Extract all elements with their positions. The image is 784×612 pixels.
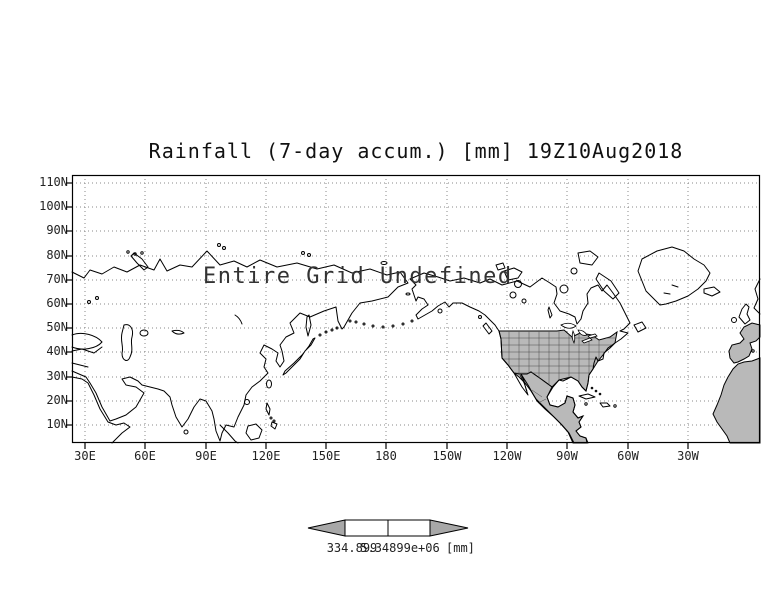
y-axis-tick-label: 90N: [46, 223, 68, 237]
y-axis-tick-label: 50N: [46, 320, 68, 334]
y-axis-tick-label: 60N: [46, 296, 68, 310]
x-axis-tick-label: 150W: [432, 449, 462, 463]
colorbar-left-arrow-icon: [307, 519, 346, 537]
world-map-plot: [66, 174, 761, 449]
plot-border: [71, 174, 761, 444]
great-lakes: [560, 322, 598, 345]
x-axis-tick-label: 120W: [492, 449, 522, 463]
y-axis-tick-label: 110N: [39, 175, 68, 189]
x-axis-tick-label: 60E: [134, 449, 156, 463]
y-axis-tick-label: 70N: [46, 272, 68, 286]
shaded-land-regions: [498, 322, 761, 444]
y-axis-tick-label: 80N: [46, 248, 68, 262]
y-axis-tick-label: 40N: [46, 344, 68, 358]
y-axis-tick-label: 20N: [46, 393, 68, 407]
undefined-grid-message: Entire Grid Undefined: [203, 264, 513, 289]
colorbar-right-arrow-icon: [429, 519, 469, 537]
iberia-shaded-region: [728, 322, 761, 364]
x-axis-tick-label: 30W: [677, 449, 699, 463]
colorbar-units-label: [mm]: [446, 541, 475, 555]
x-axis-tick-label: 90E: [195, 449, 217, 463]
x-axis-tick-label: 30E: [74, 449, 96, 463]
x-axis-tick-label: 120E: [251, 449, 281, 463]
x-axis-tick-label: 90W: [556, 449, 578, 463]
y-axis-tick-label: 100N: [39, 199, 68, 213]
x-axis-tick-label: 60W: [617, 449, 639, 463]
coastlines: [71, 243, 761, 444]
map-gridlines: [72, 175, 760, 443]
axis-tick-marks: [66, 182, 689, 449]
y-axis-tick-label: 30N: [46, 369, 68, 383]
plot-title: Rainfall (7-day accum.) [mm] 19Z10Aug201…: [148, 139, 684, 163]
colorbar-tick-label-left: 334.899: [326, 541, 378, 555]
colorbar: [307, 519, 469, 537]
x-axis-tick-label: 180: [375, 449, 397, 463]
x-axis-tick-label: 150E: [311, 449, 341, 463]
y-axis-tick-label: 10N: [46, 417, 68, 431]
colorbar-tick-label-right: 5.34899e+06: [360, 541, 440, 555]
nw-africa-shaded-region: [712, 357, 761, 444]
